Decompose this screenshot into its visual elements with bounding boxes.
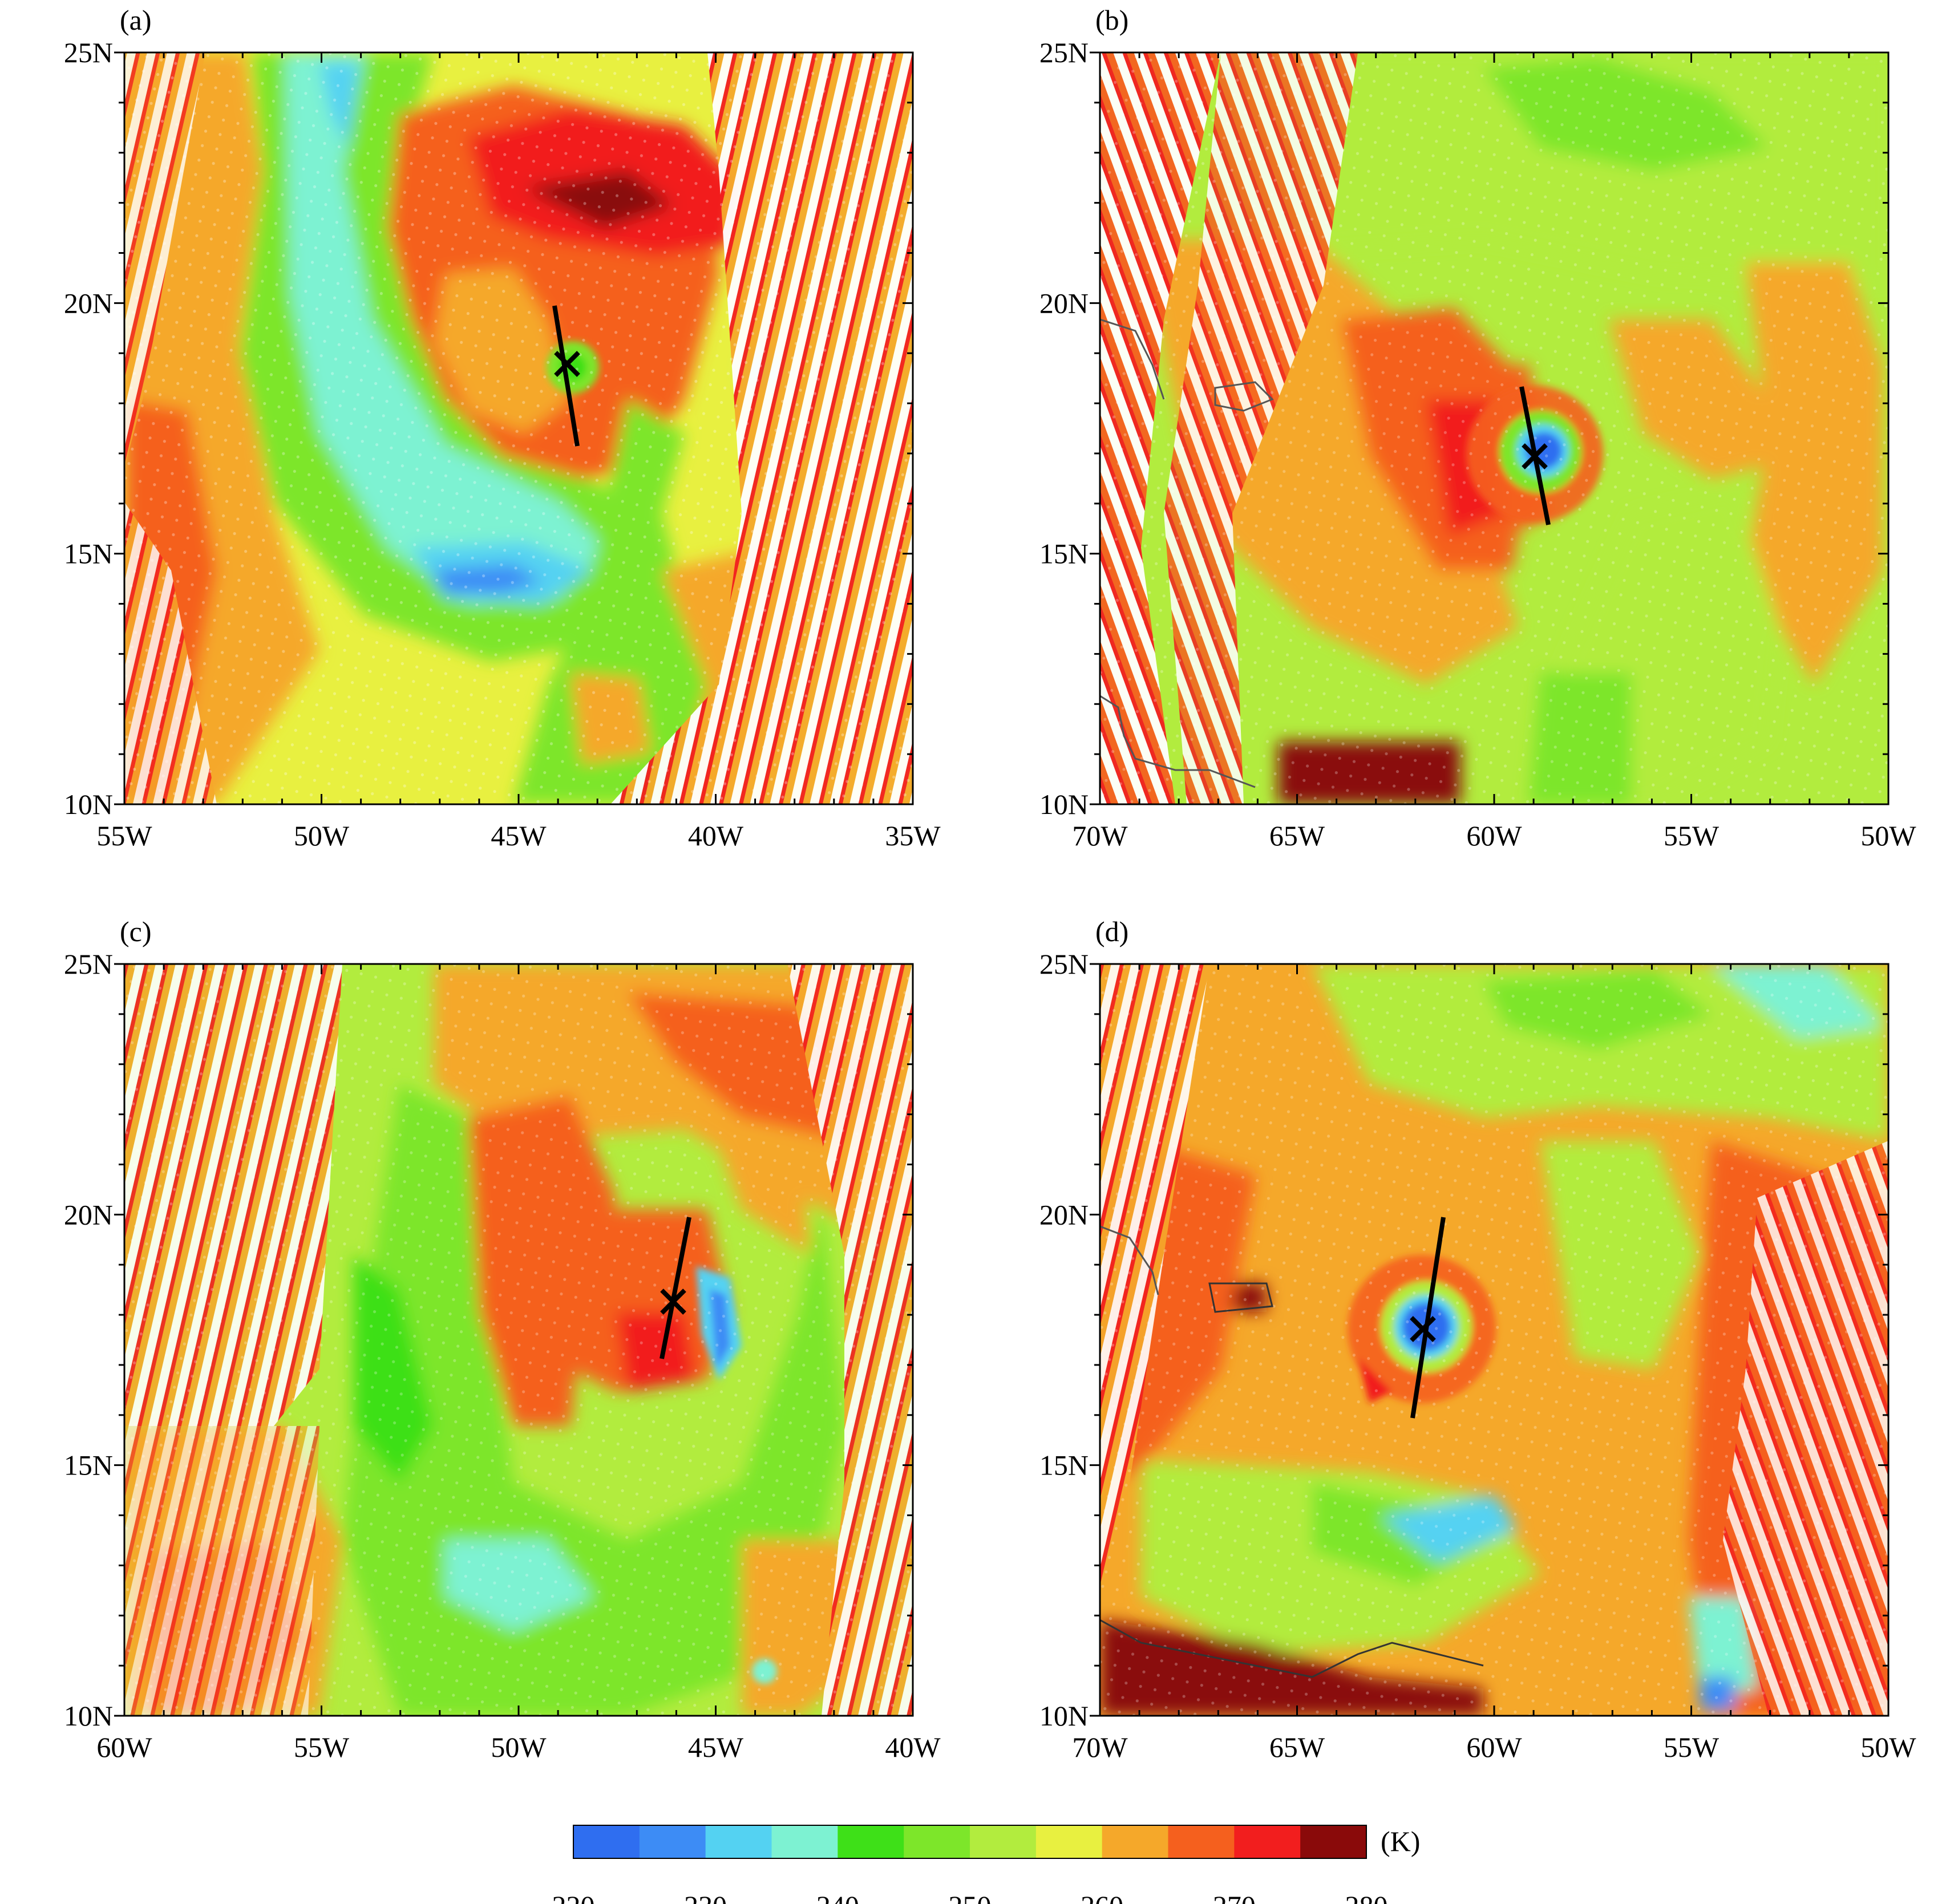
lon-tick-label: 35W [885, 820, 941, 852]
lon-tick-label: 55W [96, 820, 152, 852]
panel-a-axes: 55W 50W 45W 40W 35W 10N 15N 20N 25N [64, 37, 941, 852]
colorbar-swatch [904, 1825, 970, 1858]
panel-b-axes: 70W 65W 60W 55W 50W 10N 15N 20N 25N [1039, 37, 1917, 852]
panel-b: (b) [1039, 4, 1917, 852]
panel-c-field [124, 964, 913, 1716]
lon-tick-label: 70W [1072, 820, 1128, 852]
colorbar-swatch [838, 1825, 904, 1858]
storm-center-marker-d [1410, 1316, 1436, 1342]
colorbar-swatch [1168, 1825, 1235, 1858]
colorbar-tick-label: 230 [684, 1890, 727, 1904]
panel-d-cross-section [1410, 1217, 1446, 1419]
lat-tick-label: 20N [1039, 287, 1089, 319]
lon-tick-label: 40W [885, 1731, 941, 1763]
lat-tick-label: 15N [1039, 1449, 1089, 1481]
panel-c: (c) [64, 915, 941, 1763]
colorbar-tick-label: 240 [816, 1890, 859, 1904]
lat-tick-label: 15N [1039, 538, 1089, 570]
lat-tick-label: 25N [1039, 37, 1089, 68]
lon-tick-label: 40W [688, 820, 744, 852]
colorbar: (K) 220 230 240 250 260 270 280 [552, 1825, 1420, 1904]
lon-tick-label: 60W [1466, 1731, 1522, 1763]
colorbar-swatch [639, 1825, 706, 1858]
lon-tick-label: 50W [1860, 1731, 1916, 1763]
lon-tick-label: 65W [1269, 1731, 1325, 1763]
panel-d-field [1100, 964, 1888, 1716]
colorbar-swatch [1234, 1825, 1301, 1858]
lon-tick-label: 55W [294, 1731, 350, 1763]
lon-tick-label: 50W [1860, 820, 1916, 852]
lat-tick-label: 20N [64, 1198, 113, 1230]
lat-tick-label: 10N [1039, 1700, 1089, 1732]
lon-tick-label: 45W [491, 820, 547, 852]
colorbar-swatch [771, 1825, 838, 1858]
lon-tick-label: 65W [1269, 820, 1325, 852]
panel-c-axes: 60W 55W 50W 45W 40W 10N 15N 20N 25N [64, 948, 941, 1763]
lat-tick-label: 25N [64, 948, 113, 980]
lat-tick-label: 15N [64, 538, 113, 570]
colorbar-swatch [1035, 1825, 1103, 1858]
lon-tick-label: 60W [1466, 820, 1522, 852]
lat-tick-label: 25N [1039, 948, 1089, 980]
lat-tick-label: 15N [64, 1449, 113, 1481]
panel-c-cross-section [660, 1217, 691, 1359]
lon-tick-label: 60W [96, 1731, 152, 1763]
lon-tick-label: 55W [1664, 1731, 1720, 1763]
panel-label-a: (a) [120, 4, 152, 36]
panel-label-b: (b) [1095, 4, 1128, 36]
lon-tick-label: 45W [688, 1731, 744, 1763]
colorbar-unit: (K) [1381, 1825, 1420, 1857]
colorbar-swatch [970, 1825, 1037, 1858]
colorbar-tick-label: 280 [1345, 1890, 1388, 1904]
colorbar-swatch [705, 1825, 772, 1858]
lon-tick-label: 55W [1664, 820, 1720, 852]
panel-a-cross-section [552, 305, 580, 447]
colorbar-swatch [1102, 1825, 1168, 1858]
lon-tick-label: 50W [294, 820, 350, 852]
panel-a: (a) [64, 4, 941, 852]
colorbar-tick-label: 250 [949, 1890, 992, 1904]
panel-d-axes: 70W 65W 60W 55W 50W 10N 15N 20N 25N [1039, 948, 1917, 1763]
panel-label-d: (d) [1095, 915, 1128, 947]
colorbar-swatch [573, 1825, 640, 1858]
colorbar-tick-label: 270 [1213, 1890, 1256, 1904]
panel-a-field [124, 52, 913, 804]
lat-tick-label: 25N [64, 37, 113, 68]
panel-b-cross-section [1519, 386, 1551, 525]
panel-b-field [1100, 52, 1888, 804]
colorbar-tick-label: 260 [1081, 1890, 1123, 1904]
lat-tick-label: 10N [64, 1700, 113, 1732]
storm-center-marker-a [554, 351, 580, 377]
storm-center-marker-c [660, 1289, 686, 1315]
colorbar-swatch [1300, 1825, 1367, 1858]
lon-tick-label: 50W [491, 1731, 547, 1763]
lat-tick-label: 20N [64, 287, 113, 319]
lat-tick-label: 10N [1039, 788, 1089, 820]
lat-tick-label: 20N [1039, 1198, 1089, 1230]
lat-tick-label: 10N [64, 788, 113, 820]
panel-d: (d) [1039, 915, 1917, 1763]
storm-center-marker-b [1522, 443, 1548, 469]
colorbar-tick-label: 220 [552, 1890, 595, 1904]
panel-label-c: (c) [120, 915, 152, 947]
lon-tick-label: 70W [1072, 1731, 1128, 1763]
colorbar-frame [573, 1825, 1367, 1859]
